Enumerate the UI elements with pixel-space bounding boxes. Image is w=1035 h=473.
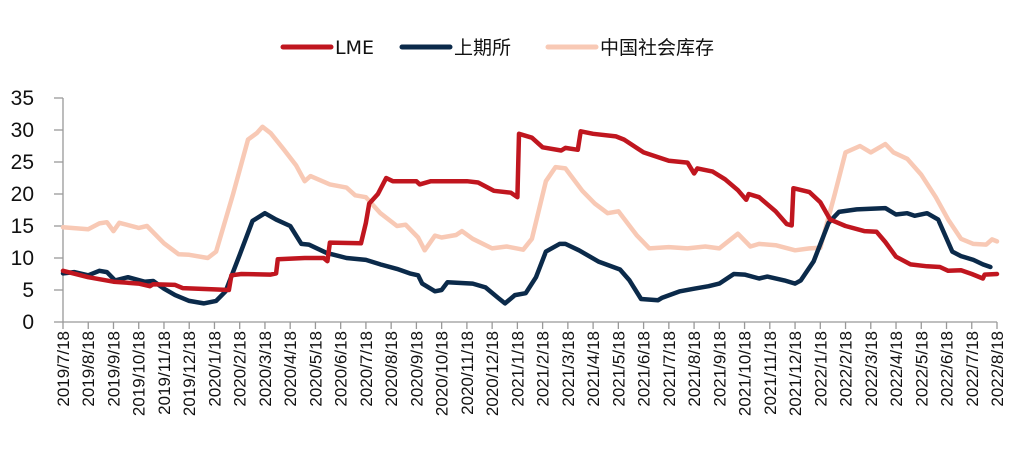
x-tick-label: 2019/9/18 [104, 331, 123, 407]
series-line-0 [60, 129, 1000, 293]
x-tick-label: 2022/1/18 [811, 331, 830, 407]
x-tick-label: 2020/10/18 [433, 331, 452, 416]
x-tick-label: 2019/7/18 [54, 331, 73, 407]
x-tick-label: 2022/3/18 [862, 331, 881, 407]
x-tick-label: 2019/10/18 [130, 331, 149, 416]
x-tick-label: 2020/5/18 [306, 331, 325, 407]
series-line-1 [60, 205, 993, 306]
x-tick-label: 2022/2/18 [837, 331, 856, 407]
legend: LME 上期所 中国社会库存 [280, 37, 714, 59]
x-tick-label: 2021/4/18 [584, 331, 603, 407]
y-tick-label: 15 [11, 215, 34, 238]
y-tick-label: 20 [11, 183, 34, 206]
x-tick-label: 2021/9/18 [710, 331, 729, 407]
x-tick-label: 2022/4/18 [887, 331, 906, 407]
x-tick-label: 2020/9/18 [407, 331, 426, 407]
y-tick-label: 5 [22, 279, 34, 302]
x-tick-label: 2020/11/18 [458, 331, 477, 415]
x-tick-label: 2020/6/18 [332, 331, 351, 407]
x-tick-label: 2022/5/18 [912, 331, 931, 407]
series-lines [60, 124, 1000, 306]
x-tick-label: 2019/12/18 [180, 331, 199, 416]
y-tick-label: 25 [11, 151, 34, 174]
x-tick-label: 2021/2/18 [534, 331, 553, 407]
y-axis: 0 5 10 15 20 25 30 35 [11, 87, 64, 334]
x-tick-label: 2021/11/18 [761, 331, 780, 415]
y-tick-label: 10 [11, 247, 34, 270]
x-tick-label: 2021/6/18 [635, 331, 654, 407]
y-tick-label: 30 [11, 119, 34, 142]
y-tick-label: 0 [22, 311, 34, 334]
x-tick-label: 2022/7/18 [963, 331, 982, 407]
x-tick-label: 2021/10/18 [736, 331, 755, 416]
x-tick-label: 2019/8/18 [79, 331, 98, 407]
legend-label-2: 中国社会库存 [600, 37, 714, 59]
x-tick-label: 2020/1/18 [205, 331, 224, 407]
legend-label-0: LME [335, 37, 374, 59]
x-tick-label: 2021/12/18 [786, 331, 805, 416]
x-tick-label: 2022/6/18 [938, 331, 957, 407]
x-tick-label: 2019/11/18 [155, 331, 174, 415]
x-tick-label: 2021/1/18 [508, 331, 527, 407]
x-tick-label: 2020/2/18 [231, 331, 250, 407]
x-tick-label: 2020/3/18 [256, 331, 275, 407]
x-tick-label: 2021/3/18 [559, 331, 578, 407]
x-tick-label: 2020/8/18 [382, 331, 401, 407]
x-tick-label: 2022/8/18 [988, 331, 1007, 407]
x-tick-label: 2021/8/18 [685, 331, 704, 407]
x-tick-label: 2020/12/18 [483, 331, 502, 416]
x-tick-label: 2021/5/18 [609, 331, 628, 407]
legend-label-1: 上期所 [454, 37, 511, 59]
y-tick-label: 35 [11, 87, 34, 110]
x-tick-label: 2020/4/18 [281, 331, 300, 407]
x-axis: 2019/7/18 2019/8/18 2019/9/18 2019/10/18 201… [54, 321, 1007, 416]
series-line-2 [60, 124, 1000, 261]
x-tick-label: 2021/7/18 [660, 331, 679, 407]
x-tick-label: 2020/7/18 [357, 331, 376, 407]
